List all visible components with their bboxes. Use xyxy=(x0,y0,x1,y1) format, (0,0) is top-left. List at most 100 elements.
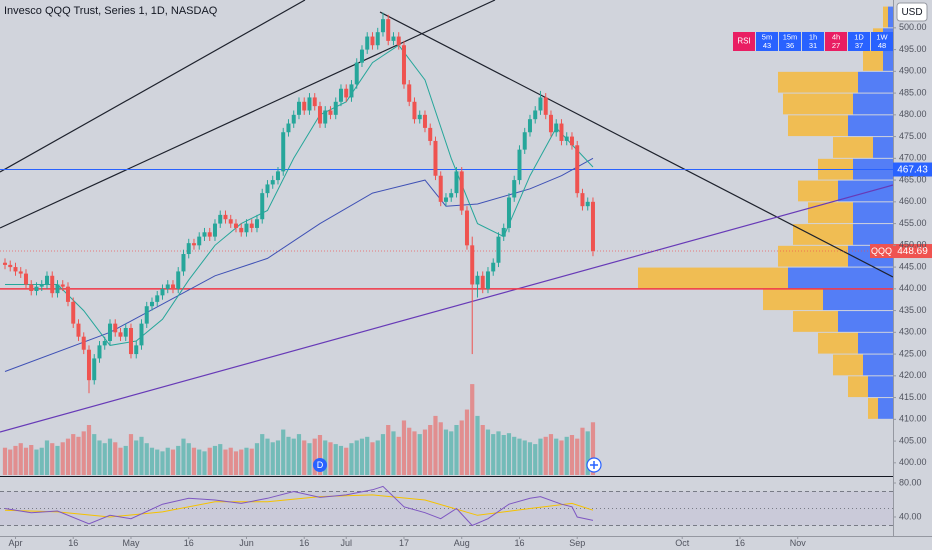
profile-down xyxy=(888,6,893,28)
moving-average xyxy=(4,157,594,372)
candle-body xyxy=(349,84,354,98)
volume-bar xyxy=(155,449,160,475)
candle-body xyxy=(8,264,13,268)
volume-bar xyxy=(417,434,422,475)
volume-bar xyxy=(50,443,55,475)
y-tick-label: 475.00 xyxy=(899,131,927,141)
rsi-pane xyxy=(0,485,893,527)
rsi-tick-label: 40.00 xyxy=(899,511,922,521)
y-tick-label: 410.00 xyxy=(899,414,927,424)
candle-body xyxy=(212,223,217,237)
candle-body xyxy=(554,123,559,133)
rsi-table-cell xyxy=(848,32,870,51)
volume-bar xyxy=(491,434,496,475)
candle-body xyxy=(13,267,18,272)
candle-body xyxy=(449,193,454,198)
volume-bar xyxy=(118,447,123,475)
volume-bar xyxy=(81,431,86,475)
profile-up xyxy=(778,71,858,93)
volume-bar xyxy=(92,434,97,475)
rsi-table-value: 27 xyxy=(832,41,840,50)
candle-body xyxy=(218,214,223,224)
volume-bar xyxy=(86,425,92,475)
candle-body xyxy=(39,284,44,287)
profile-up xyxy=(638,267,788,289)
candle-body xyxy=(433,140,438,176)
volume-bar xyxy=(239,449,244,475)
volume-bar xyxy=(433,415,438,475)
candles xyxy=(2,12,595,394)
x-tick-label: Jun xyxy=(239,538,254,548)
rsi-table-value: 31 xyxy=(809,41,817,50)
volume-bar xyxy=(312,438,317,475)
profile-up xyxy=(833,137,873,158)
volume-bar xyxy=(223,449,228,475)
profile-up xyxy=(868,398,878,419)
candle-body xyxy=(23,273,28,285)
x-tick-label: 16 xyxy=(184,538,194,548)
rsi-table-cell xyxy=(825,32,847,51)
candle-body xyxy=(391,36,396,41)
profile-up xyxy=(848,376,868,398)
y-tick-label: 400.00 xyxy=(899,457,927,467)
volume-bar xyxy=(554,438,559,475)
volume-bar xyxy=(386,425,391,475)
profile-down xyxy=(838,311,893,332)
profile-down xyxy=(853,224,893,245)
volume-bar xyxy=(470,384,475,475)
profile-down xyxy=(853,202,893,224)
x-tick-label: 16 xyxy=(735,538,745,548)
volume-bar xyxy=(170,449,176,475)
y-tick-label: 415.00 xyxy=(899,392,927,402)
volume-bar xyxy=(333,444,338,475)
x-tick-label: 16 xyxy=(514,538,524,548)
volume-bar xyxy=(543,436,548,475)
volume-bar xyxy=(501,435,506,475)
candle-body xyxy=(370,36,375,46)
volume-bar xyxy=(512,436,517,475)
y-tick-label: 450.00 xyxy=(899,240,927,250)
candle-body xyxy=(590,201,595,252)
candle-body xyxy=(317,106,322,124)
volume-bar xyxy=(102,443,107,475)
profile-up xyxy=(793,311,838,332)
candle-body xyxy=(128,327,133,355)
volume-bar xyxy=(207,447,212,475)
rsi-table-label: RSI xyxy=(737,37,750,46)
profile-down xyxy=(858,71,893,93)
candle-body xyxy=(575,145,580,194)
volume-bar xyxy=(176,445,181,475)
candle-body xyxy=(401,45,406,85)
candle-body xyxy=(139,323,144,346)
candle-body xyxy=(60,284,65,287)
candle-body xyxy=(55,284,60,294)
candle-body xyxy=(118,332,123,337)
volume-bar xyxy=(338,445,344,475)
y-tick-label: 500.00 xyxy=(899,22,927,32)
volume-bar xyxy=(39,447,44,475)
currency-button[interactable] xyxy=(896,2,928,22)
candle-body xyxy=(323,110,328,124)
candle-body xyxy=(485,271,490,289)
volume-bar xyxy=(370,442,375,475)
y-tick-label: 425.00 xyxy=(899,348,927,358)
volume-bar xyxy=(55,445,60,475)
volume-bar xyxy=(407,427,412,475)
candle-body xyxy=(569,136,574,146)
volume-bar xyxy=(365,436,370,475)
volume-bar xyxy=(291,438,296,475)
volume-bar xyxy=(233,451,239,475)
candle-body xyxy=(564,136,569,141)
candle-body xyxy=(470,245,475,285)
volume-bar xyxy=(412,431,417,475)
currency-label: USD xyxy=(901,7,922,18)
profile-up xyxy=(818,332,858,354)
candle-body xyxy=(501,227,506,237)
candle-body xyxy=(2,262,7,265)
volume-bar xyxy=(391,431,396,475)
profile-down xyxy=(848,115,893,137)
y-tick-label: 445.00 xyxy=(899,261,927,271)
volume-bar xyxy=(533,444,538,475)
volume-bar xyxy=(113,442,118,475)
rsi-table-timeframe: 1W xyxy=(876,32,888,41)
